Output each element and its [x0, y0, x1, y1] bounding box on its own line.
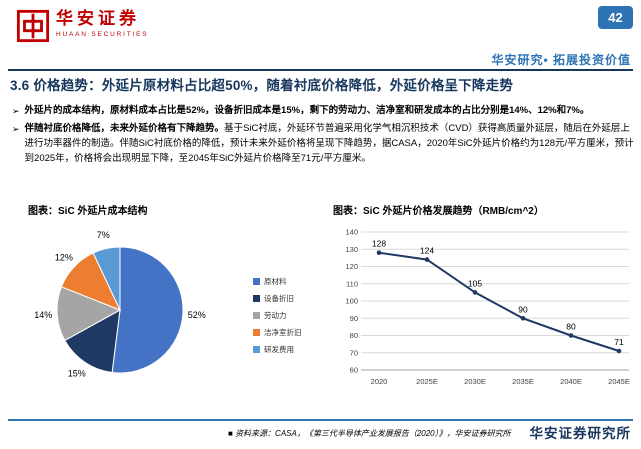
- bullet-arrow-icon: ➢: [12, 106, 20, 116]
- legend-label: 劳动力: [264, 311, 287, 320]
- data-point: [424, 257, 430, 262]
- header-rule: [8, 69, 633, 71]
- legend-item: 洁净室折旧: [253, 327, 302, 338]
- x-tick-label: 2020: [371, 377, 388, 386]
- logo-name-cn: 华安证券: [56, 9, 140, 28]
- legend-label: 洁净室折旧: [264, 328, 302, 337]
- footer-rule: [8, 419, 633, 421]
- pie-value-label: 14%: [34, 310, 52, 320]
- pie-chart: 52% 15% 14% 12% 7%: [34, 230, 206, 379]
- price-line: [378, 251, 620, 352]
- data-point: [616, 348, 622, 354]
- y-tick-label: 60: [350, 366, 358, 375]
- line-chart: 60 70 80 90 100 110 120 130 140 128 2020 124 2025E 10…: [345, 228, 630, 387]
- bullet-item: ➢ 外延片的成本结构，原材料成本占比是52%，设备折旧成本是15%，剩下的劳动力…: [12, 104, 634, 119]
- legend-swatch-icon: [253, 346, 260, 353]
- pie-chart-block: 图表：SiC 外延片成本结构 52% 15% 14% 12% 7% 原材料设备折旧劳动力…: [28, 202, 328, 402]
- y-tick-label: 100: [345, 297, 358, 306]
- data-point: [520, 316, 526, 321]
- bullet-lead: 伴随衬底价格降低，未来外延价格有下降趋势。: [24, 123, 225, 135]
- bullet-arrow-icon: ➢: [12, 124, 20, 135]
- data-point: [472, 290, 478, 295]
- bullet-text: 伴随衬底价格降低，未来外延价格有下降趋势。基于SiC衬底，外延环节普遍采用化学气…: [25, 122, 634, 166]
- x-tick-label: 2040E: [560, 377, 582, 386]
- y-tick-label: 130: [345, 245, 358, 254]
- y-tick-label: 90: [350, 314, 358, 323]
- legend-label: 研发费用: [264, 345, 294, 354]
- legend-swatch-icon: [253, 329, 260, 336]
- legend-swatch-icon: [253, 312, 260, 319]
- legend-item: 设备折旧: [253, 293, 302, 304]
- y-tick-label: 140: [345, 228, 358, 237]
- x-tick-label: 2035E: [512, 377, 534, 386]
- legend-item: 劳动力: [253, 310, 302, 321]
- data-label: 80: [566, 322, 576, 332]
- bullet-list: ➢ 外延片的成本结构，原材料成本占比是52%，设备折旧成本是15%，剩下的劳动力…: [12, 104, 634, 169]
- logo-name-en: HUAAN SECURITIES: [56, 31, 149, 39]
- pie-slice-3: [56, 286, 122, 342]
- bullet-item: ➢ 伴随衬底价格降低，未来外延价格有下降趋势。基于SiC衬底，外延环节普遍采用化…: [12, 122, 634, 166]
- bullet-lead: 外延片的成本结构，原材料成本占比是52%，设备折旧成本是15%，剩下的劳动力、洁…: [24, 105, 590, 116]
- data-label: 105: [468, 278, 482, 288]
- pie-value-label: 15%: [68, 369, 86, 379]
- y-tick-label: 120: [345, 262, 358, 271]
- bullet-text: 外延片的成本结构，原材料成本占比是52%，设备折旧成本是15%，剩下的劳动力、洁…: [25, 104, 634, 119]
- line-chart-block: 图表：SiC 外延片价格发展趋势（RMB/cm^2） 60 70 80 90 100 11…: [333, 202, 635, 402]
- data-point: [568, 333, 574, 338]
- legend-item: 研发费用: [253, 344, 302, 355]
- huaan-logo: 华安证券 HUAAN SECURITIES: [16, 9, 148, 43]
- pie-value-label: 7%: [97, 230, 110, 240]
- logo-text: 华安证券 HUAAN SECURITIES: [56, 9, 148, 38]
- legend-item: 原材料: [253, 276, 302, 287]
- pie-legend: 原材料设备折旧劳动力洁净室折旧研发费用: [253, 276, 302, 355]
- institute-name: 华安证券研究所: [529, 426, 631, 441]
- y-tick-label: 70: [350, 348, 358, 357]
- x-tick-label: 2025E: [416, 377, 438, 386]
- pie-slice-5: [92, 246, 121, 311]
- data-label: 90: [518, 304, 528, 314]
- data-label: 71: [614, 337, 624, 347]
- data-label: 128: [372, 239, 386, 249]
- pie-value-label: 12%: [55, 252, 73, 262]
- header-tagline: 华安研究• 拓展投资价值: [491, 53, 631, 67]
- page-number-badge: 42: [598, 6, 633, 29]
- slide-title: 3.6 价格趋势：外延片原材料占比超50%，随着衬底价格降低，外延价格呈下降走势: [10, 78, 514, 93]
- y-tick-label: 80: [350, 331, 358, 340]
- x-tick-label: 2045E: [608, 377, 630, 386]
- data-label: 124: [420, 246, 434, 256]
- pie-value-label: 52%: [188, 310, 206, 320]
- bullet-rest: 基于SiC衬底，外延环节普遍采用化学气相沉积技术（CVD）获得高质量外延层，随后…: [24, 123, 634, 164]
- pie-slice-1: [111, 246, 184, 374]
- data-point: [376, 250, 382, 255]
- pie-slice-2: [64, 309, 121, 374]
- legend-label: 设备折旧: [264, 294, 294, 303]
- legend-label: 原材料: [264, 277, 287, 286]
- x-tick-label: 2030E: [464, 377, 486, 386]
- y-tick-label: 110: [346, 279, 358, 288]
- line-chart-title: 图表：SiC 外延片价格发展趋势（RMB/cm^2）: [333, 206, 544, 217]
- source-note: ■ 资料来源：CASA，《第三代半导体产业发展报告（2020）》，华安证券研究所: [228, 429, 511, 438]
- pie-chart-title: 图表：SiC 外延片成本结构: [28, 206, 148, 217]
- huaan-logo-icon: [16, 9, 50, 43]
- legend-swatch-icon: [253, 295, 260, 302]
- legend-swatch-icon: [253, 278, 260, 285]
